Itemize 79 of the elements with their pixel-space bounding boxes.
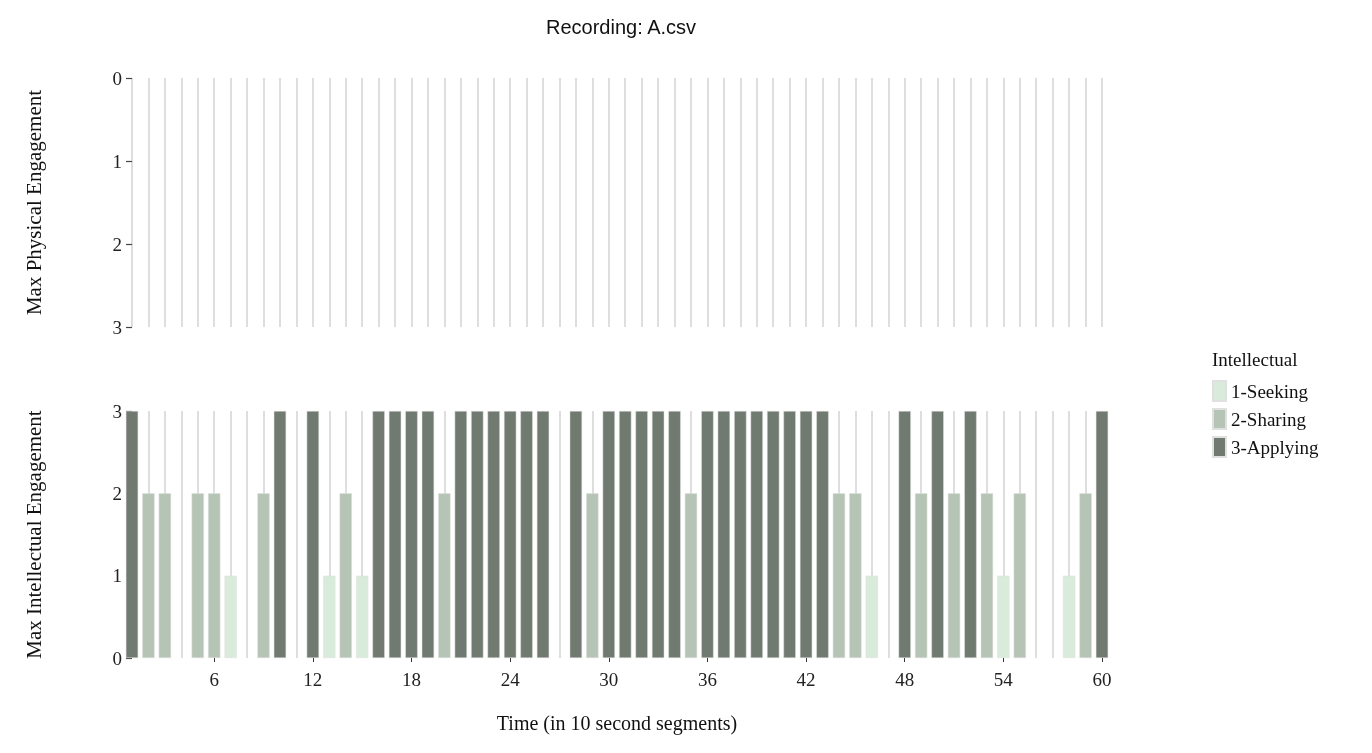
bar	[980, 493, 994, 658]
bar	[471, 411, 484, 658]
x-tick-label: 42	[796, 669, 816, 690]
bar	[684, 493, 698, 658]
y-tick-label: 0	[112, 67, 122, 89]
bar	[849, 493, 862, 658]
bar	[767, 411, 780, 658]
y-tick-label: 3	[112, 316, 122, 338]
bar	[865, 575, 878, 658]
x-tick-label: 36	[697, 669, 717, 690]
bar	[816, 411, 829, 658]
bar	[257, 493, 270, 658]
bar	[273, 411, 287, 658]
bar	[454, 411, 467, 658]
bar	[438, 493, 451, 658]
bar	[1062, 575, 1076, 658]
bar	[1095, 411, 1109, 658]
bar	[536, 411, 550, 658]
bar	[947, 493, 961, 658]
bar	[717, 411, 731, 658]
bar	[750, 411, 763, 658]
bar	[208, 493, 221, 658]
bar	[388, 411, 402, 658]
x-axis-title: Time (in 10 second segments)	[496, 712, 738, 735]
y-tick-label: 0	[112, 647, 122, 669]
bar	[734, 411, 747, 658]
x-tick-label: 12	[303, 669, 323, 690]
bar	[323, 575, 336, 658]
bar	[619, 411, 632, 658]
bar	[783, 411, 796, 658]
y-axis-title: Max Intellectual Engagement	[21, 410, 46, 659]
bar	[339, 493, 352, 658]
bar	[586, 493, 599, 658]
x-tick-label: 54	[993, 669, 1014, 690]
bar	[224, 575, 237, 658]
legend-label: 3-Applying	[1231, 436, 1320, 458]
bar	[964, 411, 977, 658]
bar	[421, 411, 435, 658]
bar	[372, 411, 385, 658]
bar	[635, 411, 648, 658]
bar	[898, 411, 911, 658]
bar	[520, 411, 533, 658]
bar	[306, 411, 320, 658]
chart-title: Recording: A.csv	[545, 16, 697, 38]
legend-label: 1-Seeking	[1231, 380, 1309, 402]
bar	[503, 411, 517, 658]
bar	[191, 493, 204, 658]
x-tick-label: 6	[209, 669, 219, 690]
x-tick-label: 30	[599, 669, 619, 690]
bar	[701, 411, 714, 658]
bar	[158, 493, 172, 658]
bar	[602, 411, 615, 658]
x-tick-label: 60	[1092, 669, 1112, 690]
bar	[931, 411, 944, 658]
bar	[1079, 493, 1092, 658]
bar	[914, 493, 928, 658]
bar	[405, 411, 418, 658]
bar	[997, 575, 1010, 658]
bar	[125, 411, 139, 658]
y-tick-label: 2	[112, 482, 122, 504]
y-tick-label: 3	[112, 400, 122, 422]
y-tick-label: 2	[112, 233, 122, 255]
bar	[1013, 493, 1026, 658]
bar	[651, 411, 665, 658]
legend-label: 2-Sharing	[1231, 408, 1307, 430]
bar	[487, 411, 500, 658]
x-tick-label: 18	[401, 669, 421, 690]
legend-title: Intellectual	[1212, 349, 1298, 370]
y-tick-label: 1	[112, 565, 122, 587]
y-tick-label: 1	[112, 150, 122, 172]
bar	[668, 411, 681, 658]
bar	[832, 493, 846, 658]
x-tick-label: 48	[895, 669, 915, 690]
y-axis-title: Max Physical Engagement	[21, 89, 46, 316]
bar	[142, 493, 155, 658]
bar	[569, 411, 583, 658]
bar	[799, 411, 813, 658]
x-tick-label: 24	[500, 669, 521, 690]
bar	[356, 575, 369, 658]
